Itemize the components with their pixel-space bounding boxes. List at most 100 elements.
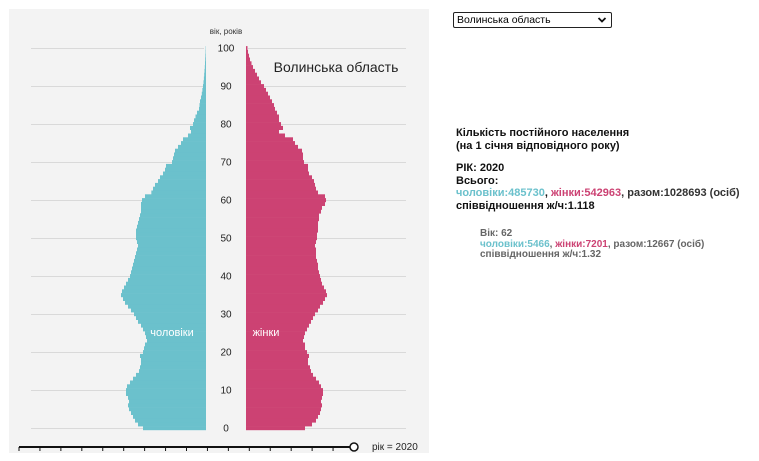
male-bar[interactable] xyxy=(144,346,206,351)
male-bar[interactable] xyxy=(147,338,206,343)
male-bar[interactable] xyxy=(126,388,206,393)
female-bar[interactable] xyxy=(246,103,274,108)
female-bar[interactable] xyxy=(246,129,279,134)
female-bar[interactable] xyxy=(246,353,309,358)
female-bar[interactable] xyxy=(246,209,321,214)
male-bar[interactable] xyxy=(193,122,206,127)
male-bar[interactable] xyxy=(205,61,206,66)
female-bar[interactable] xyxy=(246,342,305,347)
female-bar[interactable] xyxy=(246,201,325,206)
female-bar[interactable] xyxy=(246,399,321,404)
female-bar[interactable] xyxy=(246,205,322,210)
male-bar[interactable] xyxy=(183,137,206,142)
female-bar[interactable] xyxy=(246,167,308,172)
male-bar[interactable] xyxy=(137,247,206,252)
male-bar[interactable] xyxy=(137,224,206,229)
female-bar[interactable] xyxy=(246,106,275,111)
female-bar[interactable] xyxy=(246,426,305,431)
male-bar[interactable] xyxy=(136,372,206,377)
female-bar[interactable] xyxy=(246,369,311,374)
female-bar[interactable] xyxy=(246,365,310,370)
male-bar[interactable] xyxy=(138,422,206,427)
female-bar[interactable] xyxy=(246,57,250,62)
female-bar[interactable] xyxy=(246,395,322,400)
male-bar[interactable] xyxy=(151,190,206,195)
male-bar[interactable] xyxy=(160,175,206,180)
female-bar[interactable] xyxy=(246,122,281,127)
male-bar[interactable] xyxy=(202,87,206,92)
female-bar[interactable] xyxy=(246,410,320,415)
male-bar[interactable] xyxy=(136,236,206,241)
male-bar[interactable] xyxy=(126,281,206,286)
male-bar[interactable] xyxy=(141,361,206,366)
female-bar[interactable] xyxy=(246,163,308,168)
male-bar[interactable] xyxy=(134,258,206,263)
female-bar[interactable] xyxy=(246,376,316,381)
male-bar[interactable] xyxy=(143,327,206,332)
female-bar[interactable] xyxy=(246,422,312,427)
female-bar[interactable] xyxy=(246,331,305,336)
female-bar[interactable] xyxy=(246,232,317,237)
male-bar[interactable] xyxy=(140,353,206,358)
region-select[interactable]: Волинська область xyxy=(453,12,612,28)
male-bar[interactable] xyxy=(203,76,206,81)
female-bar[interactable] xyxy=(246,53,249,58)
female-bar[interactable] xyxy=(246,87,266,92)
male-bar[interactable] xyxy=(128,304,206,309)
male-bar[interactable] xyxy=(141,323,206,328)
male-bar[interactable] xyxy=(138,319,206,324)
female-bar[interactable] xyxy=(246,141,295,146)
male-bar[interactable] xyxy=(128,403,206,408)
female-bar[interactable] xyxy=(246,327,307,332)
female-bar[interactable] xyxy=(246,304,320,309)
male-bar[interactable] xyxy=(158,179,206,184)
male-bar[interactable] xyxy=(174,152,206,157)
female-bar[interactable] xyxy=(246,175,312,180)
female-bar[interactable] xyxy=(246,407,321,412)
female-bar[interactable] xyxy=(246,338,303,343)
female-bar[interactable] xyxy=(246,403,322,408)
male-bar[interactable] xyxy=(141,357,206,362)
female-bar[interactable] xyxy=(246,391,323,396)
male-bar[interactable] xyxy=(190,125,206,130)
male-bar[interactable] xyxy=(122,289,206,294)
male-bar[interactable] xyxy=(146,334,206,339)
female-bar[interactable] xyxy=(246,194,325,199)
year-slider-handle[interactable] xyxy=(349,442,359,452)
female-bar[interactable] xyxy=(246,319,311,324)
male-bar[interactable] xyxy=(205,57,206,62)
male-bar[interactable] xyxy=(133,262,206,267)
male-bar[interactable] xyxy=(175,148,206,153)
female-bar[interactable] xyxy=(246,266,318,271)
female-bar[interactable] xyxy=(246,144,298,149)
male-bar[interactable] xyxy=(124,285,206,290)
female-bar[interactable] xyxy=(246,76,259,81)
male-bar[interactable] xyxy=(129,399,206,404)
female-bar[interactable] xyxy=(246,72,257,77)
male-bar[interactable] xyxy=(140,213,206,218)
female-bar[interactable] xyxy=(246,133,285,138)
male-bar[interactable] xyxy=(195,114,207,119)
female-bar[interactable] xyxy=(246,217,319,222)
female-bar[interactable] xyxy=(246,285,324,290)
female-bar[interactable] xyxy=(246,182,315,187)
male-bar[interactable] xyxy=(142,198,206,203)
female-bar[interactable] xyxy=(246,315,313,320)
female-bar[interactable] xyxy=(246,46,248,51)
female-bar[interactable] xyxy=(246,323,309,328)
male-bar[interactable] xyxy=(130,380,206,385)
female-bar[interactable] xyxy=(246,110,277,115)
female-bar[interactable] xyxy=(246,91,268,96)
male-bar[interactable] xyxy=(131,410,206,415)
male-bar[interactable] xyxy=(204,72,206,77)
male-bar[interactable] xyxy=(125,300,206,305)
female-bar[interactable] xyxy=(246,198,326,203)
male-bar[interactable] xyxy=(200,99,206,104)
male-bar[interactable] xyxy=(139,369,206,374)
female-bar[interactable] xyxy=(246,171,309,176)
female-bar[interactable] xyxy=(246,224,318,229)
female-bar[interactable] xyxy=(246,239,316,244)
male-bar[interactable] xyxy=(141,201,206,206)
female-bar[interactable] xyxy=(246,99,272,104)
male-bar[interactable] xyxy=(204,68,207,73)
